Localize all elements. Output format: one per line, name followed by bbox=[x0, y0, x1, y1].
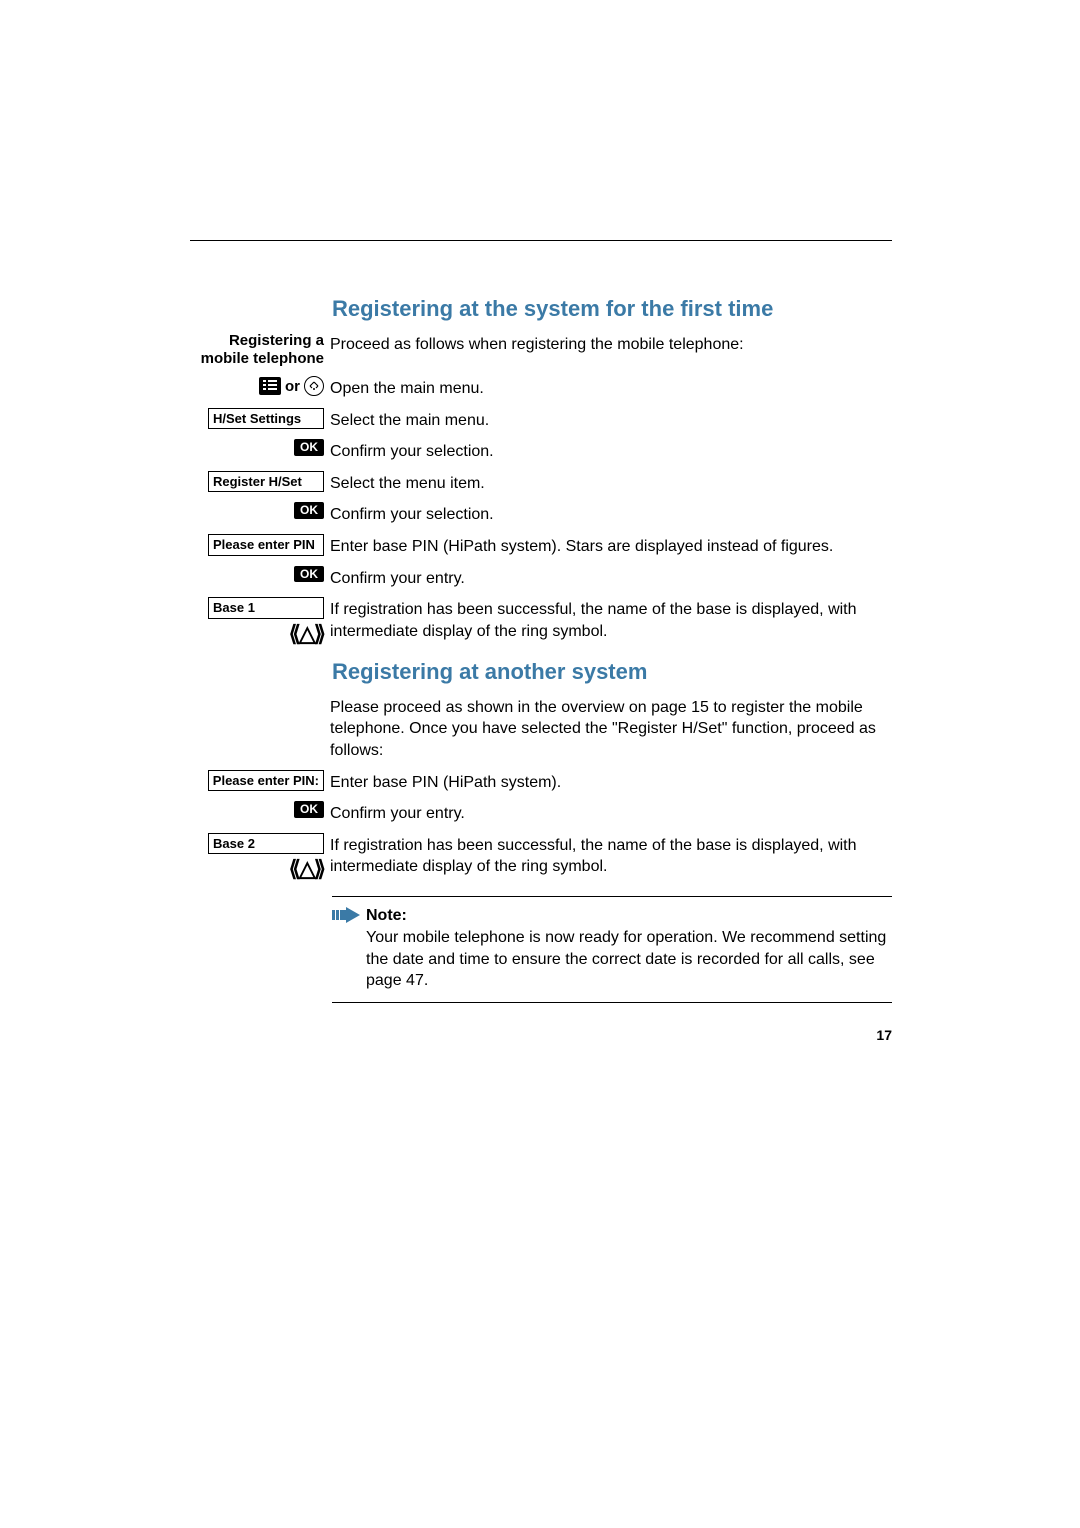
or-label: or bbox=[285, 378, 300, 395]
s2-confirm-entry: Confirm your entry. bbox=[330, 801, 892, 825]
note-text: Note: Your mobile telephone is now ready… bbox=[366, 905, 892, 991]
enter-pin-box: Please enter PIN bbox=[208, 534, 324, 556]
top-rule bbox=[190, 240, 892, 241]
note-heading: Note: bbox=[366, 907, 407, 924]
row-ok3: OK Confirm your entry. bbox=[190, 566, 892, 590]
base2-success: If registration has been successful, the… bbox=[330, 833, 892, 878]
s2-enter-pin-box: Please enter PIN: bbox=[208, 770, 324, 792]
row-base1: Base 1 ⟪△⟫ If registration has been succ… bbox=[190, 597, 892, 647]
section1-title: Registering at the system for the first … bbox=[332, 296, 892, 322]
row-base2: Base 2 ⟪△⟫ If registration has been succ… bbox=[190, 833, 892, 883]
page-number: 17 bbox=[876, 1027, 892, 1043]
row-s2-intro: Please proceed as shown in the overview … bbox=[190, 695, 892, 762]
s2-enter-pin-desc: Enter base PIN (HiPath system). bbox=[330, 770, 892, 794]
row-intro: Registering a mobile telephone Proceed a… bbox=[190, 332, 892, 368]
ring-symbol-1: ⟪△⟫ bbox=[289, 621, 324, 647]
ok-button-s2: OK bbox=[294, 801, 324, 817]
note-body: Your mobile telephone is now ready for o… bbox=[366, 929, 886, 989]
register-hset-box: Register H/Set bbox=[208, 471, 324, 493]
row-ok2: OK Confirm your selection. bbox=[190, 502, 892, 526]
s2-intro: Please proceed as shown in the overview … bbox=[330, 695, 892, 762]
ring-symbol-2: ⟪△⟫ bbox=[289, 856, 324, 882]
select-main-text: Select the main menu. bbox=[330, 408, 892, 432]
row-s2-pin: Please enter PIN: Enter base PIN (HiPath… bbox=[190, 770, 892, 794]
select-item-text: Select the menu item. bbox=[330, 471, 892, 495]
annot-registering: Registering a mobile telephone bbox=[201, 332, 324, 368]
row-s2-ok: OK Confirm your entry. bbox=[190, 801, 892, 825]
confirm-sel-1: Confirm your selection. bbox=[330, 439, 892, 463]
ok-button-3: OK bbox=[294, 566, 324, 582]
ok-button-1: OK bbox=[294, 439, 324, 455]
base1-box: Base 1 bbox=[208, 597, 324, 619]
note-block: Note: Your mobile telephone is now ready… bbox=[332, 896, 892, 1002]
annot-line1: Registering a bbox=[229, 332, 324, 349]
confirm-sel-2: Confirm your selection. bbox=[330, 502, 892, 526]
annot-line2: mobile telephone bbox=[201, 350, 324, 367]
base1-success: If registration has been successful, the… bbox=[330, 597, 892, 642]
note-arrow-icon bbox=[332, 905, 366, 923]
hset-settings-box: H/Set Settings bbox=[208, 408, 324, 430]
page-content: Registering at the system for the first … bbox=[190, 240, 892, 1003]
row-enter-pin: Please enter PIN Enter base PIN (HiPath … bbox=[190, 534, 892, 558]
ok-button-2: OK bbox=[294, 502, 324, 518]
base2-box: Base 2 bbox=[208, 833, 324, 855]
nav-circle-icon bbox=[304, 376, 324, 396]
enter-pin-desc: Enter base PIN (HiPath system). Stars ar… bbox=[330, 534, 892, 558]
row-open-menu: or Open the main menu. bbox=[190, 376, 892, 400]
menu-icon bbox=[259, 377, 281, 395]
row-ok1: OK Confirm your selection. bbox=[190, 439, 892, 463]
section2-title: Registering at another system bbox=[332, 659, 892, 685]
open-menu-text: Open the main menu. bbox=[330, 376, 892, 400]
intro-text: Proceed as follows when registering the … bbox=[330, 332, 892, 356]
row-hset-settings: H/Set Settings Select the main menu. bbox=[190, 408, 892, 432]
confirm-entry-1: Confirm your entry. bbox=[330, 566, 892, 590]
row-register-hset: Register H/Set Select the menu item. bbox=[190, 471, 892, 495]
